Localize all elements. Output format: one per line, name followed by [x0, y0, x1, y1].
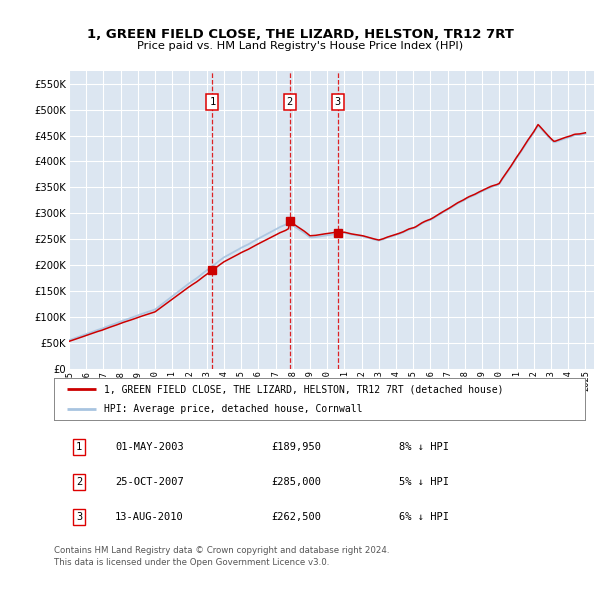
- Text: £262,500: £262,500: [272, 512, 322, 522]
- Text: 5% ↓ HPI: 5% ↓ HPI: [399, 477, 449, 487]
- Text: 3: 3: [335, 97, 341, 107]
- Text: 3: 3: [76, 512, 82, 522]
- Text: HPI: Average price, detached house, Cornwall: HPI: Average price, detached house, Corn…: [104, 404, 363, 414]
- Text: 8% ↓ HPI: 8% ↓ HPI: [399, 442, 449, 453]
- Text: 2: 2: [76, 477, 82, 487]
- Text: 1, GREEN FIELD CLOSE, THE LIZARD, HELSTON, TR12 7RT (detached house): 1, GREEN FIELD CLOSE, THE LIZARD, HELSTO…: [104, 384, 504, 394]
- Text: 25-OCT-2007: 25-OCT-2007: [115, 477, 184, 487]
- Text: 1: 1: [209, 97, 215, 107]
- Text: Price paid vs. HM Land Registry's House Price Index (HPI): Price paid vs. HM Land Registry's House …: [137, 41, 463, 51]
- Text: 13-AUG-2010: 13-AUG-2010: [115, 512, 184, 522]
- Text: 1, GREEN FIELD CLOSE, THE LIZARD, HELSTON, TR12 7RT: 1, GREEN FIELD CLOSE, THE LIZARD, HELSTO…: [86, 28, 514, 41]
- Text: £189,950: £189,950: [272, 442, 322, 453]
- Text: Contains HM Land Registry data © Crown copyright and database right 2024.
This d: Contains HM Land Registry data © Crown c…: [54, 546, 389, 566]
- Text: 2: 2: [287, 97, 293, 107]
- Text: 01-MAY-2003: 01-MAY-2003: [115, 442, 184, 453]
- Text: £285,000: £285,000: [272, 477, 322, 487]
- Text: 6% ↓ HPI: 6% ↓ HPI: [399, 512, 449, 522]
- Text: 1: 1: [76, 442, 82, 453]
